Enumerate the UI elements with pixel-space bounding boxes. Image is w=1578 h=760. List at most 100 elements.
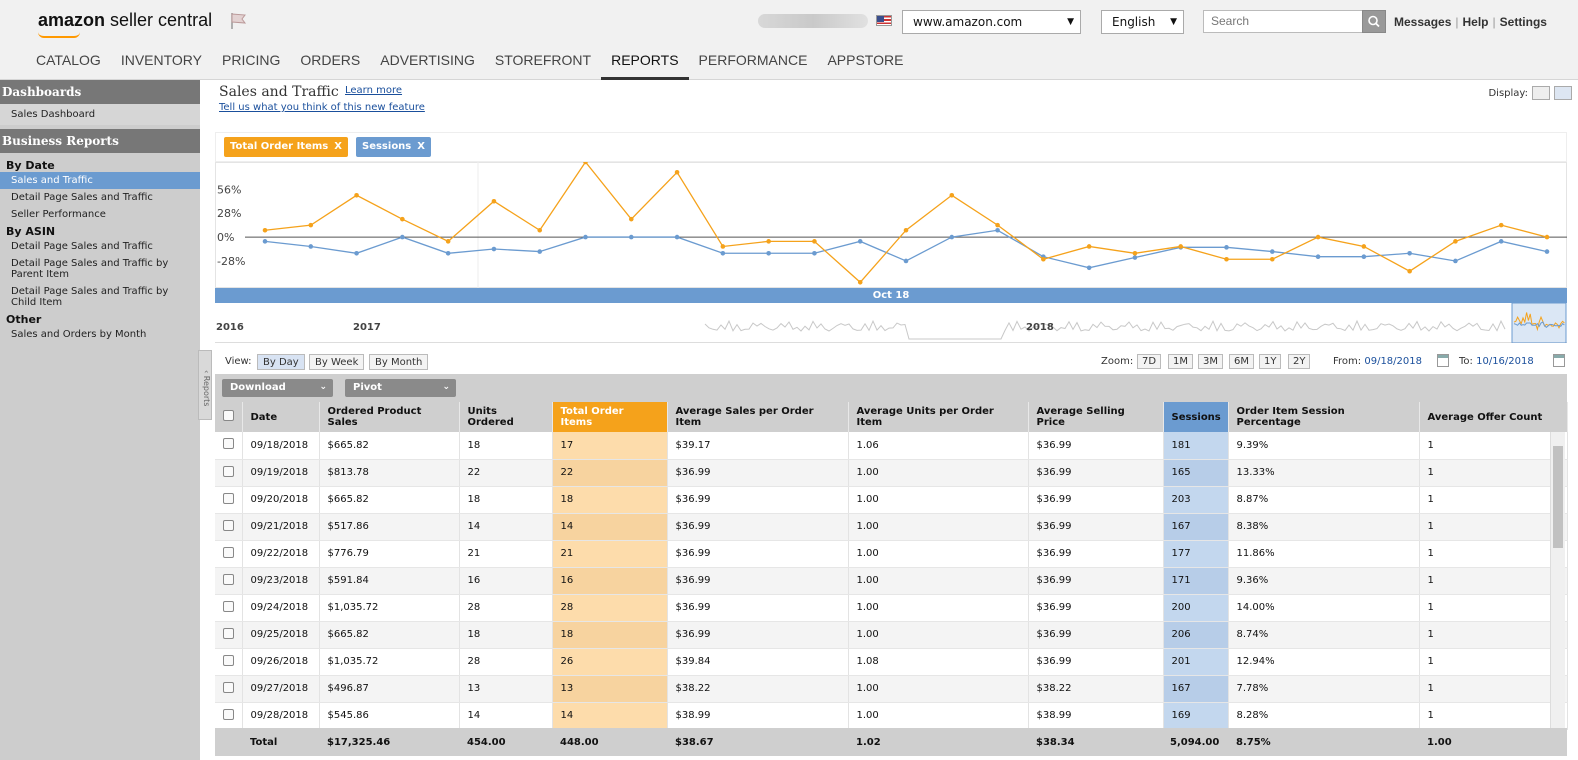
table-row[interactable]: 09/28/2018 $545.86 14 14 $38.99 1.00 $38.99 169… (215, 702, 1568, 730)
sidebar-item-sales-dashboard[interactable]: Sales Dashboard (0, 104, 200, 125)
data-point[interactable] (308, 244, 314, 249)
checkbox[interactable] (223, 600, 234, 612)
settings-link[interactable]: Settings (1499, 15, 1547, 29)
checkbox[interactable] (223, 654, 234, 666)
data-point[interactable] (857, 279, 863, 285)
checkbox[interactable] (223, 546, 234, 558)
zoom-1y-button[interactable]: 1Y (1259, 354, 1282, 369)
zoom-2y-button[interactable]: 2Y (1288, 354, 1311, 369)
data-point[interactable] (720, 244, 726, 249)
data-point[interactable] (262, 227, 268, 233)
data-point[interactable] (1453, 239, 1458, 244)
table-scrollbar[interactable] (1550, 432, 1565, 728)
calendar-icon[interactable] (1553, 354, 1565, 367)
data-point[interactable] (1361, 254, 1367, 259)
data-point[interactable] (812, 239, 817, 244)
table-row[interactable]: 09/20/2018 $665.82 18 18 $36.99 1.00 $36.99 203… (215, 486, 1568, 514)
data-point[interactable] (491, 246, 497, 252)
scrollbar-thumb[interactable] (1553, 446, 1563, 548)
data-point[interactable] (720, 250, 726, 256)
data-point[interactable] (445, 250, 451, 256)
data-point[interactable] (491, 198, 497, 204)
data-point[interactable] (537, 227, 543, 233)
to-date[interactable]: To: 10/16/2018 (1459, 356, 1534, 367)
checkbox[interactable] (223, 573, 234, 585)
data-point[interactable] (949, 192, 955, 198)
data-point[interactable] (1453, 258, 1458, 264)
marketplace-select[interactable]: www.amazon.com ▼ (902, 10, 1081, 34)
col-header[interactable]: Average Offer Count (1419, 402, 1568, 432)
data-point[interactable] (1224, 245, 1229, 250)
checkbox[interactable] (223, 708, 234, 720)
data-point[interactable] (949, 234, 955, 240)
sidebar-item-detail-page-sales-traffic[interactable]: Detail Page Sales and Traffic (11, 192, 153, 203)
data-point[interactable] (674, 169, 680, 175)
seller-central-logo[interactable]: amazon seller central (38, 10, 212, 38)
feedback-link[interactable]: Tell us what you think of this new featu… (219, 102, 425, 113)
col-header[interactable]: Units Ordered (459, 402, 553, 432)
close-icon[interactable]: X (334, 141, 342, 152)
data-point[interactable] (1407, 268, 1412, 274)
data-point[interactable] (1361, 244, 1367, 249)
zoom-7d-button[interactable]: 7D (1137, 354, 1162, 369)
col-header[interactable]: Average Units per Order Item (848, 402, 1029, 432)
data-point[interactable] (628, 216, 634, 222)
data-point[interactable] (1315, 254, 1321, 259)
table-row[interactable]: 09/21/2018 $517.86 14 14 $36.99 1.00 $36.99 167… (215, 513, 1568, 541)
nav-storefront[interactable]: STOREFRONT (494, 52, 592, 68)
nav-pricing[interactable]: PRICING (222, 52, 281, 68)
checkbox[interactable] (223, 492, 234, 504)
data-point[interactable] (308, 222, 314, 228)
table-view-icon[interactable] (1532, 86, 1550, 100)
select-all-checkbox[interactable] (215, 402, 243, 432)
search-button[interactable] (1362, 10, 1386, 33)
data-point[interactable] (1086, 244, 1092, 249)
data-point[interactable] (628, 234, 634, 240)
data-point[interactable] (1269, 249, 1275, 254)
messages-link[interactable]: Messages (1394, 15, 1452, 29)
zoom-1m-button[interactable]: 1M (1168, 354, 1193, 369)
view-by-week-button[interactable]: By Week (309, 354, 365, 370)
data-point[interactable] (583, 162, 588, 165)
table-row[interactable]: 09/23/2018 $591.84 16 16 $36.99 1.00 $36.99 171… (215, 567, 1568, 595)
checkbox[interactable] (223, 519, 234, 531)
timeline-range-bar[interactable]: Oct 18 (215, 288, 1567, 303)
data-point[interactable] (1086, 265, 1092, 271)
col-header[interactable]: Sessions (1163, 402, 1229, 432)
sidebar-item-asin-detail-page[interactable]: Detail Page Sales and Traffic (11, 241, 153, 252)
data-point[interactable] (903, 227, 909, 233)
checkbox[interactable] (223, 627, 234, 639)
data-point[interactable] (1498, 222, 1504, 228)
chip-total-order-items[interactable]: Total Order Items X (224, 137, 348, 157)
learn-more-link[interactable]: Learn more (345, 85, 403, 96)
data-point[interactable] (995, 227, 1000, 233)
data-point[interactable] (1544, 234, 1550, 240)
view-by-day-button[interactable]: By Day (257, 354, 305, 370)
data-point[interactable] (1407, 250, 1412, 256)
table-row[interactable]: 09/26/2018 $1,035.72 28 26 $39.84 1.08 $36.99 2… (215, 648, 1568, 676)
table-row[interactable]: 09/24/2018 $1,035.72 28 28 $36.99 1.00 $36.99 2… (215, 594, 1568, 622)
sidebar-item-sales-orders-month[interactable]: Sales and Orders by Month (11, 329, 147, 340)
table-row[interactable]: 09/18/2018 $665.82 18 17 $39.17 1.06 $36.99 181… (215, 432, 1568, 460)
help-link[interactable]: Help (1462, 15, 1489, 29)
nav-performance[interactable]: PERFORMANCE (698, 52, 808, 68)
col-header[interactable]: Total Order Items (552, 402, 668, 432)
col-header[interactable]: Average Sales per Order Item (667, 402, 849, 432)
sales-traffic-chart[interactable]: 56% 28% 0% -28% (215, 162, 1567, 288)
data-point[interactable] (1132, 250, 1138, 256)
data-point[interactable] (1132, 255, 1138, 260)
data-point[interactable] (766, 250, 771, 256)
checkbox[interactable] (223, 438, 234, 450)
sidebar-item-asin-child[interactable]: Detail Page Sales and Traffic by Child I… (11, 286, 169, 308)
table-row[interactable]: 09/19/2018 $813.78 22 22 $36.99 1.00 $36.99 165… (215, 459, 1568, 487)
from-date[interactable]: From: 09/18/2018 (1333, 356, 1422, 367)
data-point[interactable] (1315, 234, 1321, 240)
col-header[interactable]: Order Item Session Percentage (1228, 402, 1420, 432)
data-point[interactable] (903, 258, 909, 264)
calendar-icon[interactable] (1437, 354, 1449, 367)
data-point[interactable] (354, 250, 359, 256)
view-by-month-button[interactable]: By Month (369, 354, 429, 370)
table-row[interactable]: 09/25/2018 $665.82 18 18 $36.99 1.00 $36.99 206… (215, 621, 1568, 649)
nav-appstore[interactable]: APPSTORE (827, 52, 904, 68)
col-header[interactable]: Ordered Product Sales (319, 402, 460, 432)
